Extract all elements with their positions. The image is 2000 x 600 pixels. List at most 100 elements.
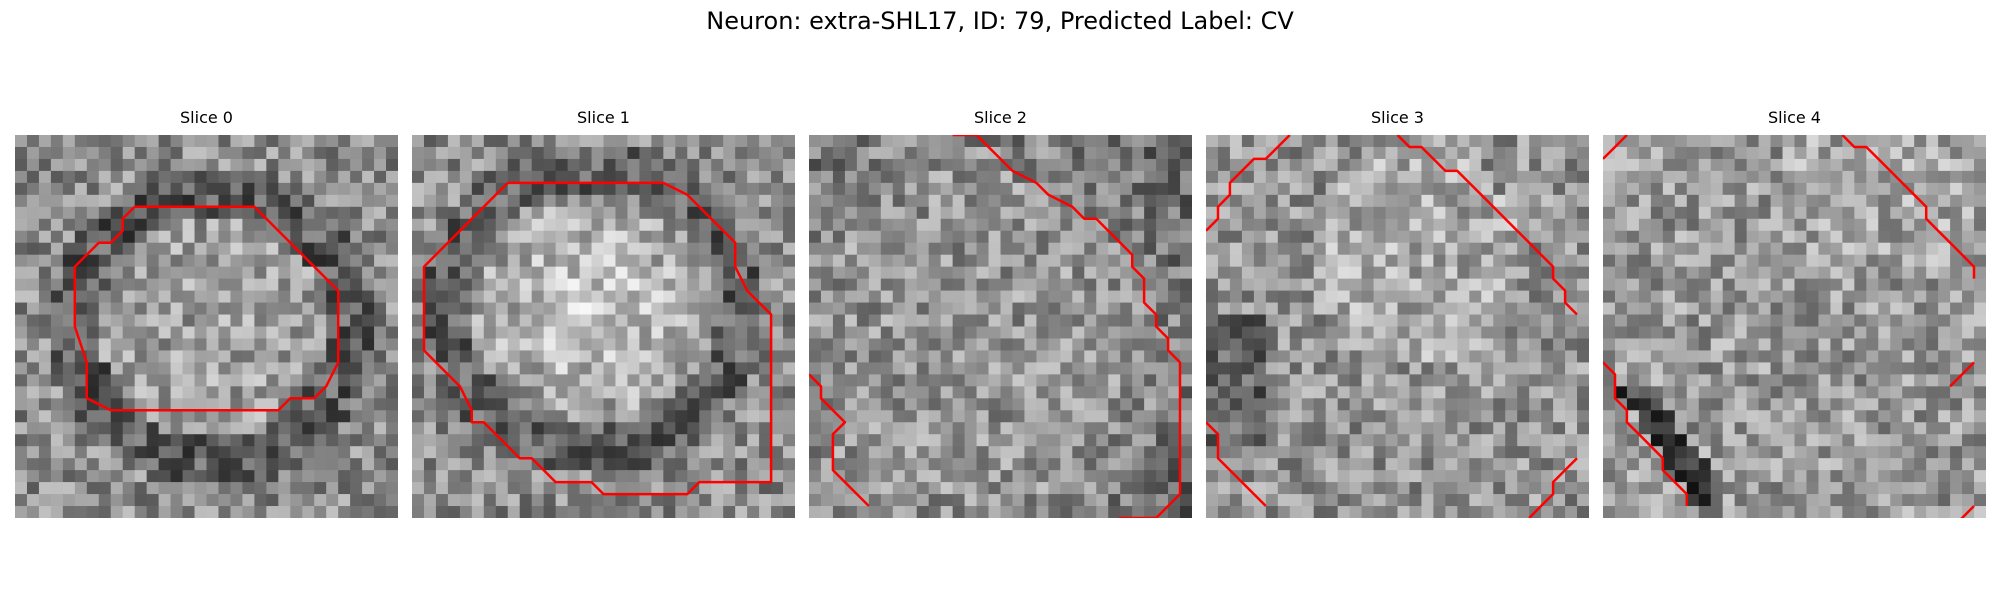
image-pixel xyxy=(1962,386,1975,399)
image-pixel xyxy=(832,362,846,375)
image-pixel xyxy=(1758,206,1772,220)
image-pixel xyxy=(1373,182,1387,196)
image-pixel xyxy=(1325,182,1339,196)
image-pixel xyxy=(206,266,220,280)
image-pixel xyxy=(1120,434,1133,447)
image-pixel xyxy=(1156,230,1169,244)
image-pixel xyxy=(856,194,870,208)
image-pixel xyxy=(543,146,557,160)
image-pixel xyxy=(26,290,40,304)
image-pixel xyxy=(495,158,509,172)
image-pixel xyxy=(1060,506,1073,518)
image-pixel xyxy=(1433,218,1446,232)
image-pixel xyxy=(1060,470,1073,483)
image-pixel xyxy=(771,146,784,160)
image-pixel xyxy=(74,482,88,495)
image-pixel xyxy=(1890,158,1903,172)
image-pixel xyxy=(1529,158,1542,172)
image-pixel xyxy=(483,254,497,268)
image-pixel xyxy=(1770,362,1784,375)
image-pixel xyxy=(98,422,112,435)
image-pixel xyxy=(1529,446,1542,459)
image-pixel xyxy=(1385,350,1399,364)
image-pixel xyxy=(447,410,461,423)
image-pixel xyxy=(1313,482,1327,495)
image-pixel xyxy=(362,410,375,423)
image-pixel xyxy=(771,434,784,447)
image-pixel xyxy=(809,254,822,268)
image-pixel xyxy=(964,314,978,328)
image-pixel xyxy=(1722,362,1736,375)
image-pixel xyxy=(412,302,425,316)
image-pixel xyxy=(711,458,724,471)
image-pixel xyxy=(38,350,52,364)
image-pixel xyxy=(1096,266,1109,280)
image-pixel xyxy=(1722,434,1736,447)
image-pixel xyxy=(928,170,942,184)
image-pixel xyxy=(868,374,882,387)
image-pixel xyxy=(1794,326,1808,340)
image-pixel xyxy=(362,374,375,387)
image-pixel xyxy=(964,386,978,399)
image-pixel xyxy=(483,182,497,196)
image-pixel xyxy=(1794,386,1808,399)
image-pixel xyxy=(1301,242,1315,256)
image-pixel xyxy=(1301,278,1315,292)
image-pixel xyxy=(1469,386,1482,399)
image-pixel xyxy=(1794,446,1808,459)
image-pixel xyxy=(1217,338,1231,352)
image-pixel xyxy=(170,170,184,184)
image-pixel xyxy=(892,446,906,459)
image-pixel xyxy=(230,350,244,364)
image-pixel xyxy=(110,362,124,375)
image-pixel xyxy=(254,170,267,184)
image-pixel xyxy=(964,170,978,184)
image-pixel xyxy=(507,146,521,160)
image-pixel xyxy=(242,230,255,244)
image-pixel xyxy=(591,170,605,184)
image-pixel xyxy=(1108,506,1121,518)
image-pixel xyxy=(627,135,641,148)
image-pixel xyxy=(1650,338,1664,352)
image-pixel xyxy=(1830,242,1843,256)
image-pixel xyxy=(1349,278,1363,292)
image-pixel xyxy=(1397,266,1411,280)
image-pixel xyxy=(1301,254,1315,268)
image-pixel xyxy=(266,470,279,483)
image-pixel xyxy=(38,182,52,196)
image-pixel xyxy=(1241,494,1255,507)
image-pixel xyxy=(1229,482,1243,495)
image-pixel xyxy=(459,386,473,399)
image-pixel xyxy=(1962,146,1975,160)
image-pixel xyxy=(747,135,760,148)
image-pixel xyxy=(976,266,990,280)
image-pixel xyxy=(1603,194,1616,208)
image-pixel xyxy=(1289,410,1303,423)
image-pixel xyxy=(471,434,485,447)
image-pixel xyxy=(1626,458,1640,471)
image-pixel xyxy=(507,482,521,495)
image-pixel xyxy=(1626,350,1640,364)
image-pixel xyxy=(1866,434,1879,447)
image-pixel xyxy=(302,506,315,518)
image-pixel xyxy=(290,434,303,447)
image-pixel xyxy=(1241,230,1255,244)
image-pixel xyxy=(1168,158,1181,172)
image-pixel xyxy=(26,446,40,459)
image-pixel xyxy=(615,230,629,244)
image-pixel xyxy=(1313,146,1327,160)
image-pixel xyxy=(639,434,652,447)
image-pixel xyxy=(579,470,593,483)
image-pixel xyxy=(158,135,172,148)
image-pixel xyxy=(1048,218,1061,232)
image-pixel xyxy=(1084,494,1097,507)
image-pixel xyxy=(1517,482,1530,495)
image-pixel xyxy=(543,326,557,340)
image-pixel xyxy=(1120,302,1133,316)
image-pixel xyxy=(86,482,100,495)
image-pixel xyxy=(988,422,1002,435)
image-pixel xyxy=(1938,410,1951,423)
image-pixel xyxy=(1385,302,1399,316)
image-pixel xyxy=(783,374,795,387)
image-pixel xyxy=(194,398,208,411)
